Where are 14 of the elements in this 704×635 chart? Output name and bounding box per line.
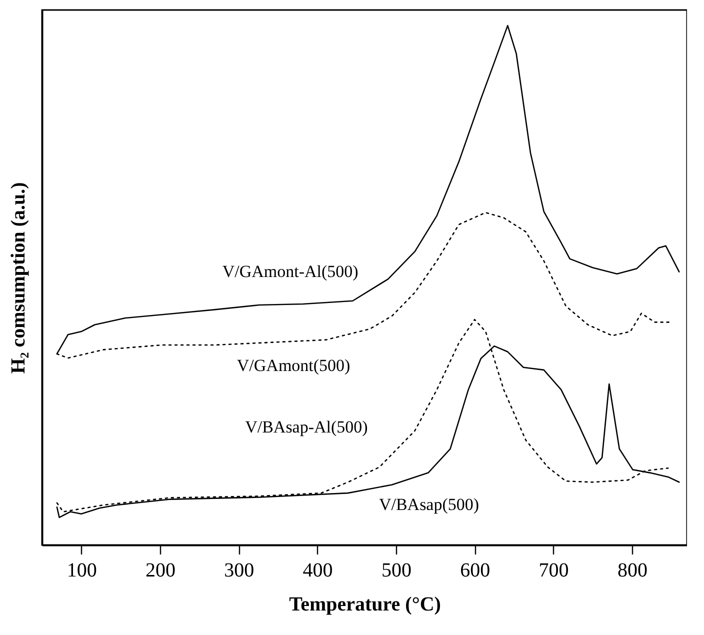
x-tick-label: 800: [617, 560, 648, 582]
series-label: V/BAsap(500): [378, 494, 480, 514]
series-label: V/GAmont(500): [236, 356, 350, 375]
y-axis-title: H₂ comsumption (a.u.): [8, 182, 30, 374]
x-tick-label: 100: [66, 560, 97, 582]
x-tick-label: 500: [381, 560, 412, 582]
series-label: V/BAsap-Al(500): [245, 417, 368, 436]
x-axis-title: Temperature (°C): [289, 594, 441, 616]
x-tick-label: 400: [302, 560, 333, 582]
series-label: V/GAmont-Al(500): [222, 262, 358, 282]
x-tick-label: 600: [460, 560, 490, 582]
x-tick-label: 700: [538, 560, 569, 582]
x-tick-label: 200: [145, 560, 176, 582]
x-tick-label: 300: [224, 560, 254, 582]
